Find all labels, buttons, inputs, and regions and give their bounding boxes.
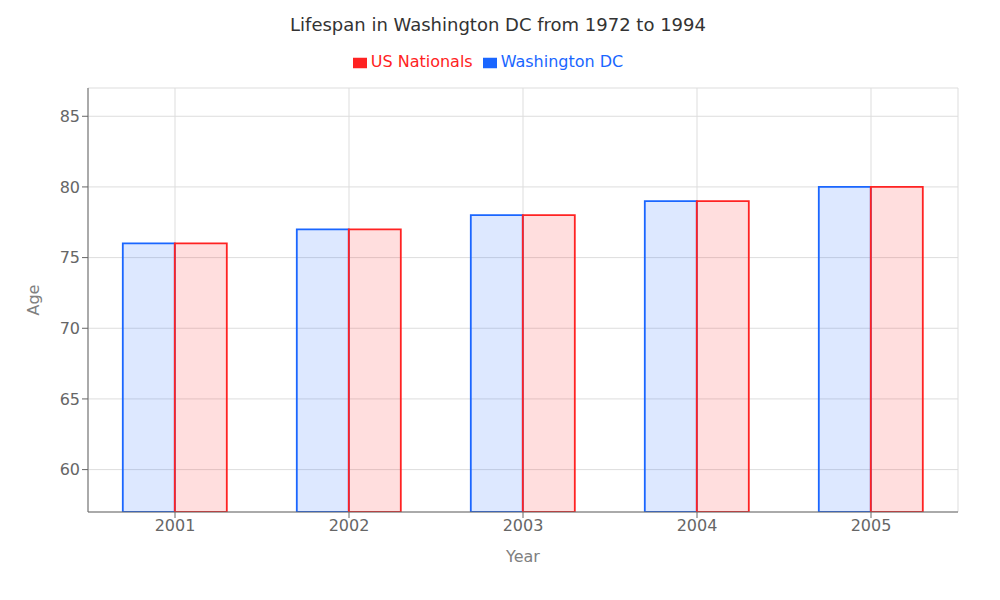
html-text:US Nationals: US Nationals [370,52,473,71]
svg-text:85: 85 [60,107,80,126]
svg-text:75: 75 [60,248,80,267]
svg-text:Year: Year [505,547,540,566]
html-text:Washington DC: Washington DC [500,52,624,71]
svg-text:2001: 2001 [155,516,196,535]
svg-text:80: 80 [60,178,80,197]
svg-text:2003: 2003 [503,516,544,535]
html-text:Lifespan in Washington DC from: Lifespan in Washington DC from 1972 to 1… [290,14,706,35]
svg-text:2005: 2005 [851,516,892,535]
svg-text:65: 65 [60,390,80,409]
svg-text:70: 70 [60,319,80,338]
svg-text:60: 60 [60,460,80,479]
svg-text:2002: 2002 [329,516,370,535]
svg-text:Age: Age [24,285,43,316]
svg-text:2004: 2004 [677,516,718,535]
